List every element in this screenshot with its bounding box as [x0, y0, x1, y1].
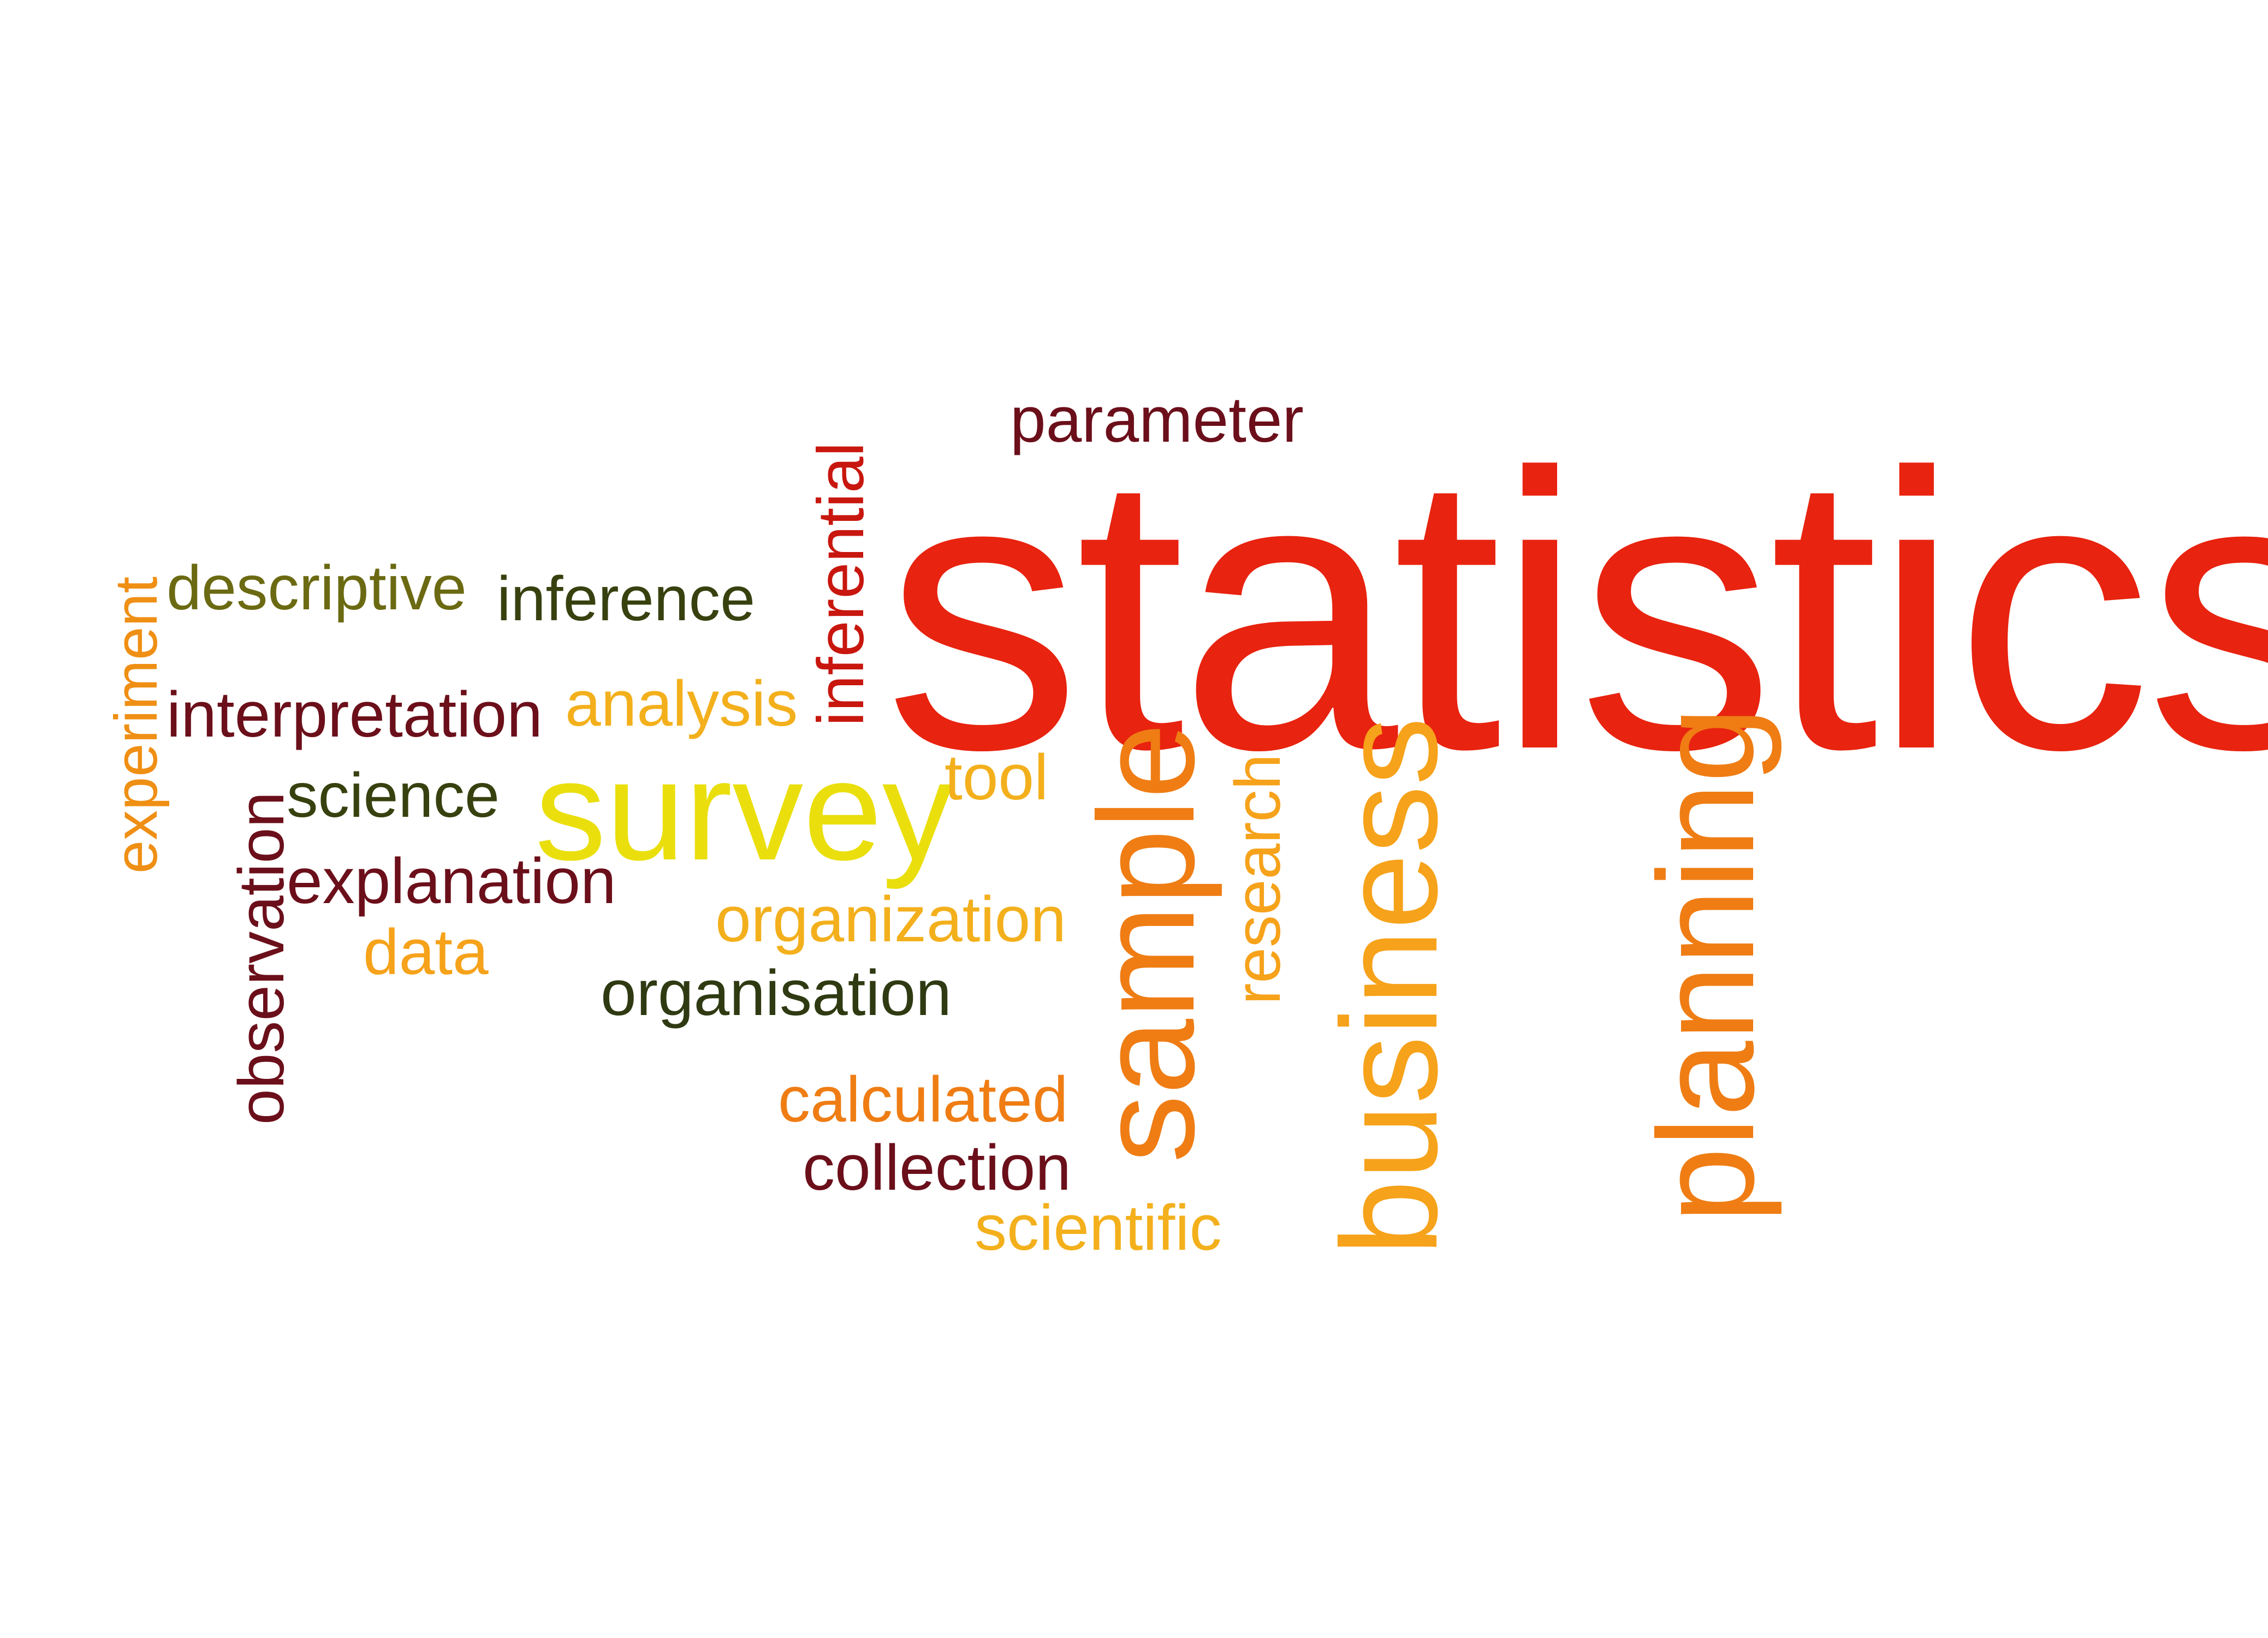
word-collection: collection [803, 1132, 1071, 1204]
word-calculated: calculated [778, 1064, 1068, 1136]
word-sample: sample [1070, 723, 1222, 1163]
word-inference: inference [497, 564, 756, 634]
word-explanation: explanation [287, 845, 616, 917]
word-inferential: inferential [804, 442, 877, 726]
word-survey: survey [535, 732, 953, 890]
word-parameter: parameter [1010, 384, 1304, 456]
word-organization: organization [715, 883, 1066, 956]
word-data: data [363, 916, 489, 988]
word-research: research [1222, 753, 1294, 1005]
word-scientific: scientific [975, 1192, 1222, 1264]
word-planning: planning [1630, 707, 1782, 1223]
word-tool: tool [945, 741, 1049, 814]
word-analysis: analysis [565, 668, 798, 740]
word-interpretation: interpretation [167, 679, 543, 751]
word-experiment: experiment [103, 576, 170, 874]
word-business: business [1313, 717, 1465, 1256]
word-descriptive: descriptive [167, 553, 467, 623]
word-organisation: organisation [601, 957, 952, 1029]
word-science: science [287, 761, 500, 830]
word-observation: observation [225, 791, 298, 1125]
word-statistics: statistics [884, 391, 2268, 831]
